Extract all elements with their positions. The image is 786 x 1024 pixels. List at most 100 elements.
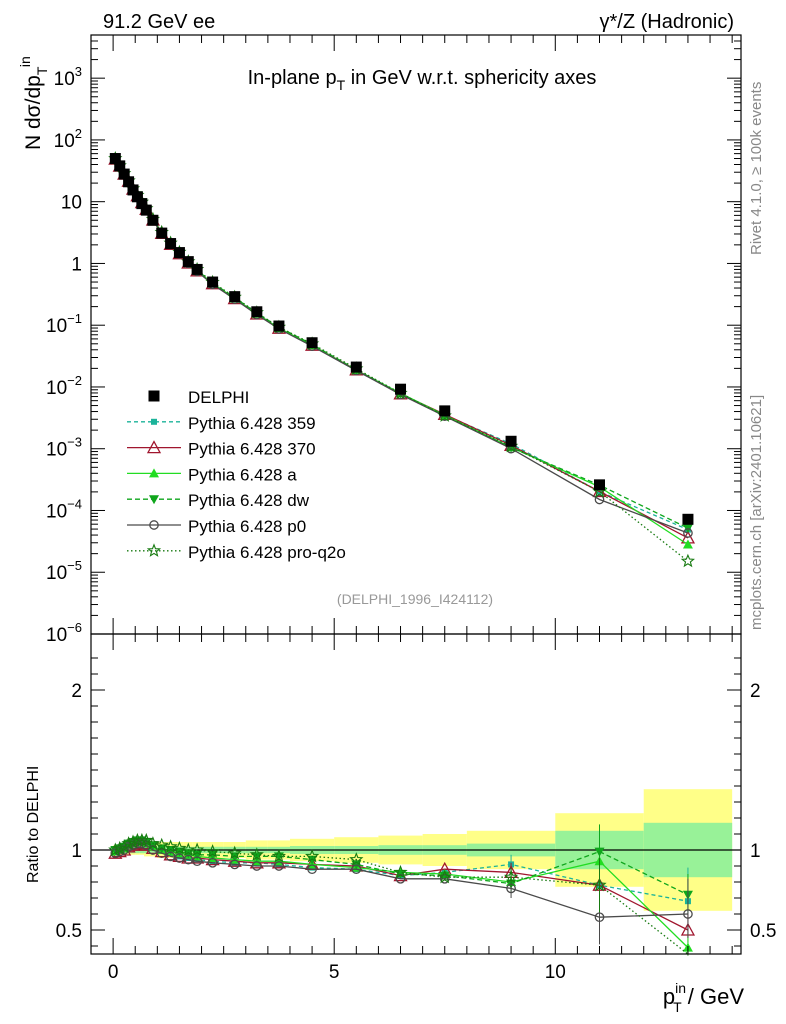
ratio-point xyxy=(304,848,320,863)
ratio-point xyxy=(134,832,150,847)
ratio-tick-label-left: 0.5 xyxy=(56,921,82,942)
legend-entry-pythia-6-428-pro-q2o: Pythia 6.428 pro-q2o xyxy=(127,543,346,562)
data-point xyxy=(123,176,135,188)
ratio-tick-label-left: 1 xyxy=(71,841,82,862)
legend-marker xyxy=(149,520,159,530)
ratio-point xyxy=(174,853,185,863)
x-tick-label: 0 xyxy=(108,962,119,983)
ratio-point xyxy=(503,869,519,884)
data-point xyxy=(395,383,407,395)
data-point xyxy=(127,184,139,196)
ratio-point xyxy=(192,856,202,867)
legend-entry-pythia-6-428-370: Pythia 6.428 370 xyxy=(127,440,316,459)
ratio-point xyxy=(307,864,317,875)
ratio-point xyxy=(154,837,169,852)
ratio-point xyxy=(108,842,123,857)
ratio-point xyxy=(114,846,125,857)
analysis-label: (DELPHI_1996_I424112) xyxy=(337,591,493,607)
ratio-point xyxy=(439,871,450,881)
x-tick-label: 10 xyxy=(545,962,566,983)
header-left: 91.2 GeV ee xyxy=(103,11,215,33)
ratio-point xyxy=(229,859,240,870)
data-point xyxy=(165,238,177,250)
legend-marker xyxy=(148,390,160,402)
ratio-point xyxy=(117,839,132,853)
data-point xyxy=(114,160,126,172)
legend-entry-pythia-6-428-dw: Pythia 6.428 dw xyxy=(127,491,310,510)
data-point xyxy=(350,361,362,373)
data-point xyxy=(251,306,263,318)
legend-marker xyxy=(149,495,159,505)
data-point xyxy=(118,168,130,180)
legend-label: Pythia 6.428 a xyxy=(188,465,297,484)
legend-entry-pythia-6-428-a: Pythia 6.428 a xyxy=(127,465,297,484)
ratio-point xyxy=(249,847,264,861)
ratio-tick-label-left: 2 xyxy=(71,681,82,702)
ratio-point xyxy=(145,836,161,850)
legend-label: Pythia 6.428 dw xyxy=(188,491,310,510)
y-tick-label: 10−5 xyxy=(46,558,82,584)
mcplots-label: mcplots.cern.ch [arXiv:2401.10621] xyxy=(748,395,765,630)
ratio-plot-frame xyxy=(90,633,742,955)
legend-marker xyxy=(151,418,157,425)
y-axis-label: N dσ/dpTin xyxy=(17,56,50,150)
ratio-point xyxy=(439,873,450,884)
y-tick-label: 103 xyxy=(54,64,82,90)
series-point xyxy=(682,539,693,549)
data-point xyxy=(273,320,285,332)
data-point xyxy=(505,435,517,447)
data-point xyxy=(182,256,194,268)
legend-label: DELPHI xyxy=(188,388,249,407)
data-point xyxy=(173,247,185,259)
ratio-point xyxy=(189,842,205,857)
ratio-point xyxy=(112,840,127,855)
ratio-point xyxy=(271,848,287,863)
ratio-point xyxy=(393,864,408,879)
ratio-point xyxy=(349,852,364,866)
ratio-point xyxy=(163,839,178,853)
ratio-point xyxy=(251,861,262,871)
ratio-point xyxy=(437,869,452,884)
data-point xyxy=(156,227,168,239)
legend-label: Pythia 6.428 pro-q2o xyxy=(188,543,346,562)
ratio-line xyxy=(115,839,689,955)
x-tick-label: 5 xyxy=(329,962,340,983)
ratio-point xyxy=(592,877,607,892)
ratio-point xyxy=(110,848,121,859)
y-tick-label: 102 xyxy=(54,126,82,152)
series-ratio-pythia-6-428-pro-q2o xyxy=(108,832,689,956)
ratio-point xyxy=(205,844,220,858)
header-right: γ*/Z (Hadronic) xyxy=(600,11,734,33)
legend-marker xyxy=(149,468,159,478)
data-point xyxy=(594,479,606,491)
ratio-point xyxy=(121,836,136,850)
rivet-label: Rivet 4.1.0, ≥ 100k events xyxy=(748,82,765,255)
ratio-point xyxy=(207,857,218,868)
y-tick-label: 10−2 xyxy=(46,373,82,399)
legend-label: Pythia 6.428 p0 xyxy=(188,517,306,536)
data-point xyxy=(191,263,203,275)
ratio-point xyxy=(165,851,176,862)
series-main-delphi xyxy=(109,153,694,525)
ratio-point xyxy=(172,840,187,855)
ratio-y-axis-label: Ratio to DELPHI xyxy=(25,766,42,883)
legend-label: Pythia 6.428 359 xyxy=(188,414,316,433)
svg-text:N dσ/dpTin: N dσ/dpTin xyxy=(17,56,50,150)
series-point xyxy=(594,494,605,505)
legend: DELPHI Pythia 6.428 359 Pythia 6.428 370 Py… xyxy=(127,388,346,562)
ratio-point xyxy=(683,909,693,919)
ratio-point xyxy=(274,861,284,871)
data-point xyxy=(131,191,143,203)
y-tick-label: 10−1 xyxy=(46,311,82,337)
ratio-tick-label-right: 2 xyxy=(750,681,761,702)
series-main-pythia-6-428-370 xyxy=(108,151,696,544)
y-tick-label: 10−6 xyxy=(46,620,82,646)
data-point xyxy=(306,337,318,349)
legend-entry-delphi: DELPHI xyxy=(148,388,249,407)
data-point xyxy=(109,153,121,165)
ratio-point xyxy=(227,845,242,860)
ratio-point xyxy=(139,832,154,847)
ratio-tick-label-right: 1 xyxy=(750,841,761,862)
legend-label: Pythia 6.428 370 xyxy=(188,440,316,459)
